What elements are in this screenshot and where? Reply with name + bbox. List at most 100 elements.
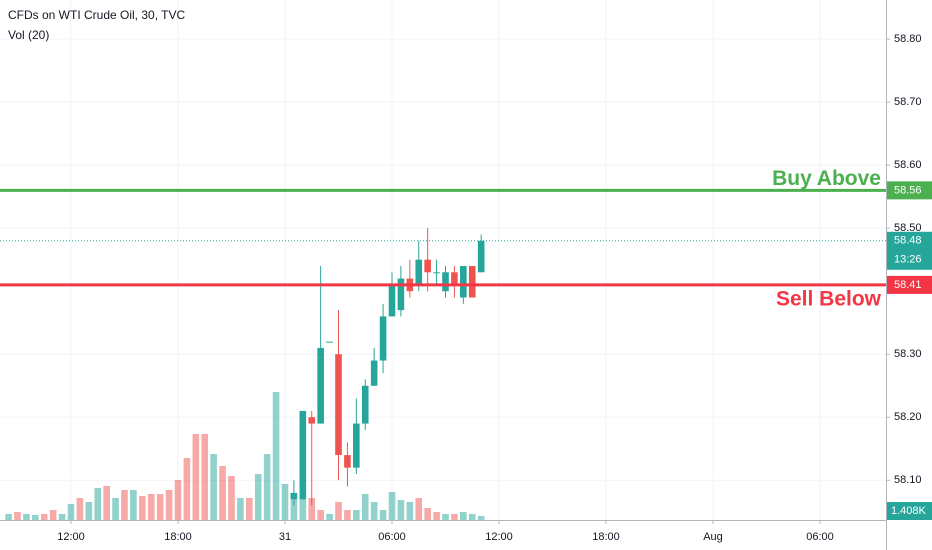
volume-bar: [344, 509, 351, 520]
volume-bar: [147, 493, 155, 520]
volume-bar: [246, 497, 253, 520]
candle-body: [317, 347, 324, 424]
volume-bar: [94, 487, 102, 520]
y-tick-label: 58.30: [894, 348, 922, 360]
volume-bar: [121, 489, 128, 520]
level-name: Buy Above: [772, 167, 881, 190]
volume-bar: [192, 433, 200, 520]
x-tick-label: 12:00: [57, 531, 85, 543]
candle-body: [442, 272, 449, 292]
volume-bar: [23, 513, 30, 520]
x-tick-label: 31: [279, 531, 291, 543]
volume-bar: [460, 511, 467, 520]
candle-body: [424, 259, 431, 273]
y-tick-label: 58.20: [894, 411, 922, 423]
grid: [0, 0, 886, 520]
volume-bar: [210, 453, 217, 520]
volume-bar: [58, 513, 66, 520]
volume-label: 1.408K: [891, 505, 927, 517]
volume-bar: [468, 513, 476, 520]
volume-bar: [442, 513, 449, 520]
volume-bar: [281, 483, 289, 520]
level-badge: [887, 275, 932, 294]
x-tick-label: 18:00: [164, 531, 192, 543]
volume-bar: [76, 497, 84, 520]
volume-bar: [14, 511, 21, 520]
volume-bar: [228, 475, 235, 520]
last-price-label: 58.48: [894, 235, 922, 247]
volume-bar: [32, 514, 39, 520]
volume-bar: [406, 501, 414, 520]
candle-body: [468, 265, 476, 298]
volume-bar: [219, 465, 226, 520]
x-tick-label: Aug: [703, 531, 723, 543]
volume-bar: [415, 497, 423, 520]
y-tick-label: 58.70: [894, 96, 922, 108]
candle-body: [388, 284, 396, 317]
y-tick-label: 58.60: [894, 159, 922, 171]
levels: Buy Above Sell Below: [0, 167, 886, 310]
candle-body: [290, 492, 298, 500]
candles: [290, 228, 485, 506]
level-badge: [887, 181, 932, 200]
volume-bar: [174, 479, 182, 520]
volume-bar: [139, 495, 146, 520]
volume-bar: [40, 513, 48, 520]
candle-body: [326, 341, 333, 343]
last-price-badge: [887, 231, 932, 270]
chart-title: CFDs on WTI Crude Oil, 30, TVC: [8, 8, 185, 22]
candle-body: [361, 385, 369, 424]
candle-body: [299, 410, 307, 500]
volume-bar: [326, 513, 333, 520]
volume-bar: [361, 493, 369, 520]
volume-bar: [388, 491, 396, 520]
candle-body: [370, 360, 378, 386]
y-tick-label: 58.80: [894, 33, 922, 45]
candle-body: [353, 423, 360, 468]
candle-body: [397, 278, 405, 311]
volume-pane: [5, 391, 485, 520]
volume-bar: [201, 433, 209, 520]
volume-bar: [353, 509, 360, 520]
y-tick-label: 58.10: [894, 474, 922, 486]
volume-bar: [165, 489, 173, 520]
volume-bar: [183, 457, 191, 520]
volume-bar: [379, 509, 387, 520]
volume-bar: [237, 497, 244, 520]
countdown-label: 13:26: [894, 254, 922, 266]
candle-body: [433, 272, 440, 274]
volume-bar: [263, 453, 271, 520]
x-tick-label: 18:00: [592, 531, 620, 543]
volume-bar: [370, 501, 378, 520]
candle-body: [344, 455, 351, 468]
candle-body: [379, 316, 387, 361]
level-name: Sell Below: [776, 287, 882, 310]
volume-bar: [317, 509, 324, 520]
volume-bar: [254, 473, 262, 520]
candle-body: [308, 417, 316, 424]
candle-body: [451, 272, 458, 285]
x-tick-label: 06:00: [378, 531, 406, 543]
candle-body: [460, 265, 467, 298]
volume-bar: [156, 493, 164, 520]
volume-bar: [308, 497, 316, 520]
volume-bar: [272, 391, 280, 520]
volume-bar: [424, 507, 431, 520]
candle-body: [335, 354, 342, 456]
axes: 58.10 58.20 58.30 58.50 58.60 58.70 58.80 12:00…: [57, 33, 932, 543]
volume-bar: [85, 501, 93, 520]
candle-body: [477, 240, 485, 273]
volume-bar: [477, 515, 485, 520]
volume-bar: [5, 513, 12, 520]
volume-bar: [112, 497, 119, 520]
level-price-label: 58.41: [894, 279, 922, 291]
volume-bar: [130, 489, 137, 520]
volume-bar: [103, 485, 110, 520]
x-tick-label: 06:00: [806, 531, 834, 543]
level-price-label: 58.56: [894, 184, 922, 196]
x-tick-label: 12:00: [485, 531, 513, 543]
volume-bar: [49, 509, 57, 520]
volume-bar: [433, 511, 440, 520]
volume-bar: [451, 513, 458, 520]
